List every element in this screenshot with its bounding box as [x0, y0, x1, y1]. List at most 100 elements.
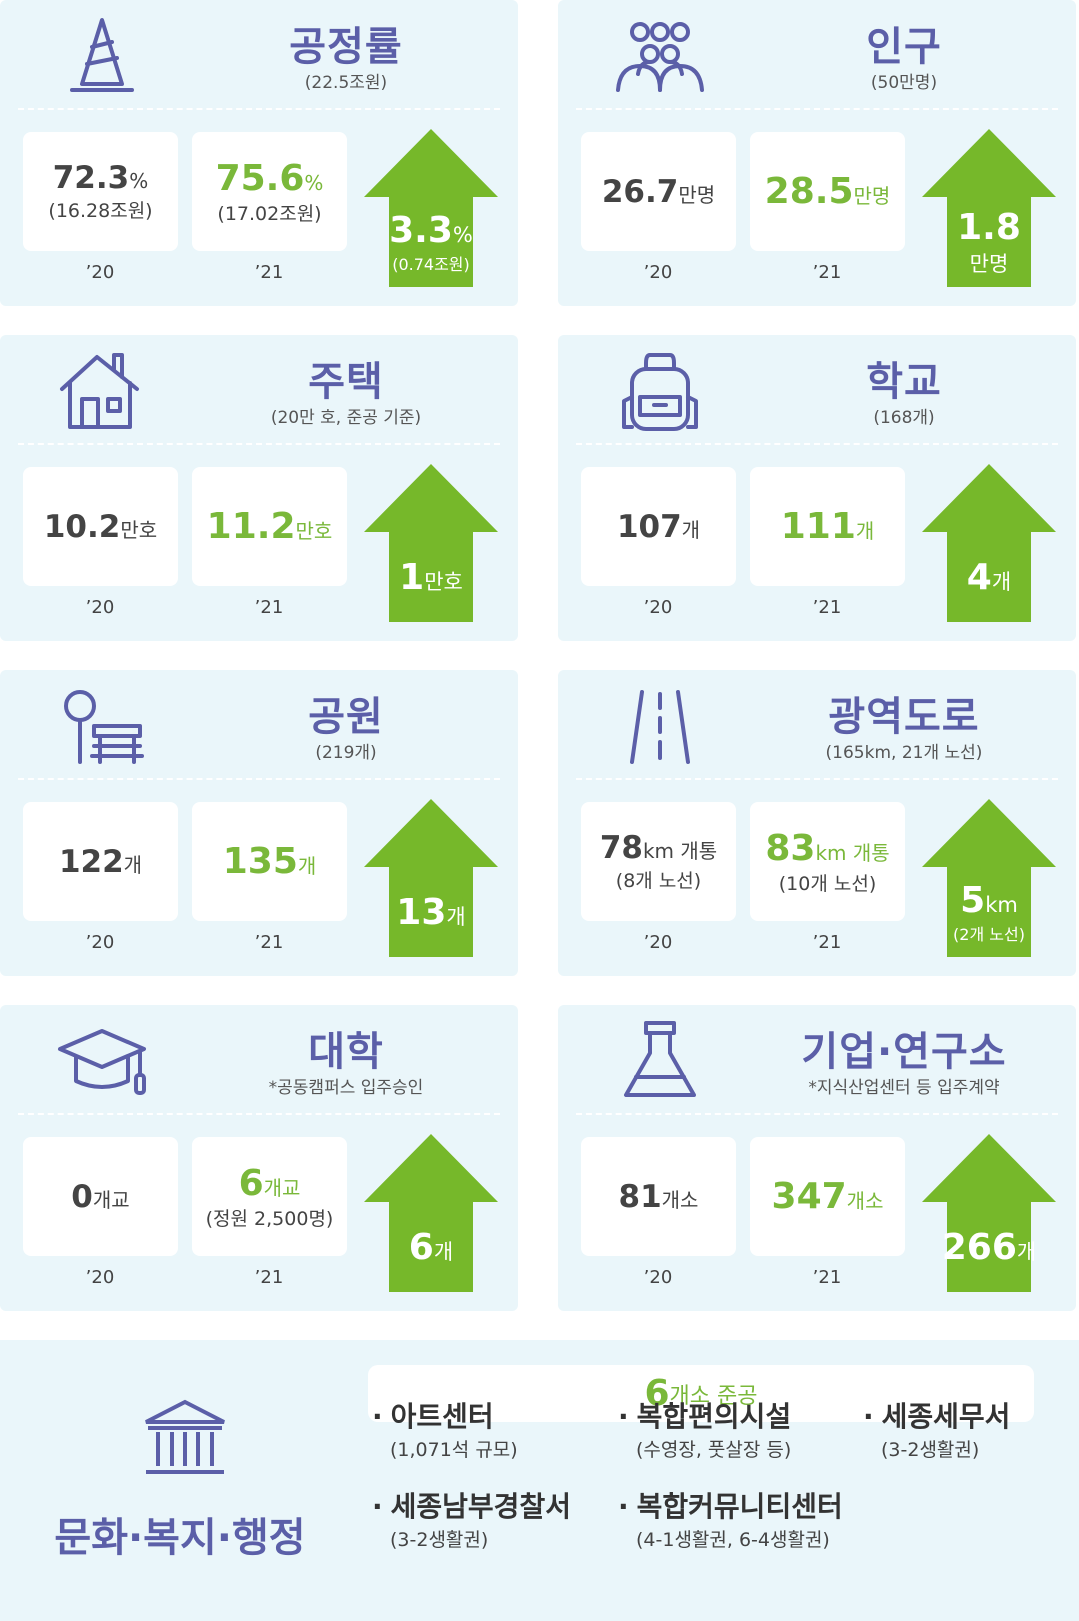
value: 347: [771, 1176, 847, 1217]
value-box: 10.2만호: [23, 467, 178, 586]
change-value: 1.8: [957, 206, 1021, 248]
card-icon: [630, 690, 690, 764]
divider: [576, 443, 1058, 445]
divider: [18, 108, 500, 110]
value-box: 26.7만명: [581, 132, 736, 251]
divider: [576, 108, 1058, 110]
value-line: 135개: [223, 841, 317, 882]
facility-note: (3-2생활권): [390, 1529, 489, 1551]
year-label: ’21: [812, 1267, 842, 1288]
value-box: 72.3% (16.28조원): [23, 132, 178, 251]
card-subtitle: (168개): [873, 408, 935, 428]
change-unit: 만호: [424, 569, 463, 594]
unit: %: [129, 169, 149, 193]
card-subtitle: *지식산업센터 등 입주계약: [808, 1078, 1000, 1098]
card: 인구 (50만명) 26.7만명 ’20 28.5만명 ’21 1.8 만명: [558, 0, 1076, 306]
unit: %: [304, 170, 324, 195]
value-line: 6개교: [239, 1163, 301, 1204]
value-line: 111개: [781, 506, 875, 547]
card-title: 주택: [308, 359, 384, 405]
value: 75.6: [215, 157, 305, 199]
value-box: 6개교 (정원 2,500명): [192, 1137, 347, 1256]
change-note: (0.74조원): [392, 254, 470, 274]
value-line: 26.7만명: [602, 174, 715, 210]
change-text: 5km (2개 노선): [922, 867, 1056, 957]
change-unit: km: [985, 892, 1018, 917]
note: (10개 노선): [778, 872, 877, 895]
divider: [576, 1113, 1058, 1115]
value-line: 72.3%: [53, 160, 149, 196]
card-subtitle: *공동캠퍼스 입주승인: [268, 1078, 424, 1098]
unit: 만호: [295, 519, 333, 543]
value-box: 83km 개통 (10개 노선): [750, 802, 905, 921]
year-label: ’20: [85, 932, 115, 953]
unit: 만호: [120, 517, 158, 542]
divider: [18, 443, 500, 445]
value-line: 122개: [59, 844, 142, 880]
value-line: 11.2만호: [207, 506, 333, 547]
facility: 아트센터 (1,071석 규모): [372, 1395, 518, 1462]
unit: 개: [855, 519, 875, 543]
building-icon: [145, 1399, 225, 1474]
change-value: 3.3: [389, 209, 453, 251]
up-arrow: [364, 464, 498, 622]
change-value: 1: [399, 556, 425, 598]
change-text: 13개: [364, 867, 498, 957]
card-title: 공정률: [289, 24, 403, 70]
facility-note: (3-2생활권): [881, 1439, 980, 1461]
value-line: 75.6%: [216, 158, 324, 199]
change-unit: 개: [433, 1239, 454, 1264]
unit: km 개통: [642, 839, 718, 863]
value-box: 347개소: [750, 1137, 905, 1256]
facility-note: (수영장, 풋살장 등): [636, 1439, 792, 1461]
value: 10.2: [43, 508, 121, 545]
value: 135: [222, 841, 298, 882]
unit: 개교: [263, 1175, 301, 1200]
value-box: 111개: [750, 467, 905, 586]
value-line: 28.5만명: [765, 171, 891, 212]
value: 26.7: [601, 173, 679, 210]
change-text: 266개: [922, 1202, 1056, 1292]
change-note: (2개 노선): [953, 924, 1025, 944]
card-title: 학교: [866, 359, 942, 405]
change-unit: 개: [1016, 1239, 1037, 1264]
card-title: 공원: [308, 694, 384, 740]
change-value: 4: [966, 556, 992, 598]
value: 83: [765, 827, 816, 869]
unit: 개소: [661, 1187, 699, 1212]
value: 78: [599, 830, 643, 866]
note: (16.28조원): [48, 200, 153, 222]
note: (17.02조원): [217, 202, 322, 225]
note: (8개 노선): [615, 870, 702, 892]
change-line: 13개: [396, 892, 465, 933]
card-title: 기업·연구소: [801, 1029, 1007, 1075]
card-subtitle: (50만명): [870, 73, 938, 93]
up-arrow: [922, 799, 1056, 957]
card-subtitle: (165km, 21개 노선): [825, 743, 983, 763]
card-subtitle: (20만 호, 준공 기준): [270, 408, 422, 428]
value-line: 107개: [617, 509, 700, 545]
up-arrow: [922, 1134, 1056, 1292]
change-text: 1.8 만명: [922, 197, 1056, 287]
year-label: ’21: [254, 262, 284, 283]
year-label: ’21: [812, 262, 842, 283]
year-label: ’21: [254, 932, 284, 953]
year-label: ’20: [85, 262, 115, 283]
change-text: 6개: [364, 1202, 498, 1292]
facility-name: 세종남부경찰서: [372, 1485, 571, 1525]
value-line: 0개교: [71, 1179, 129, 1215]
year-label: ’20: [85, 597, 115, 618]
year-label: ’21: [812, 597, 842, 618]
facility: 복합커뮤니티센터 (4-1생활권, 6-4생활권): [618, 1485, 843, 1552]
facility-note: (4-1생활권, 6-4생활권): [636, 1529, 830, 1551]
facility-note: (1,071석 규모): [390, 1439, 518, 1461]
facility-name: 복합커뮤니티센터: [618, 1485, 843, 1525]
change-line: 1.8: [957, 207, 1021, 248]
value-box: 28.5만명: [750, 132, 905, 251]
value-box: 75.6% (17.02조원): [192, 132, 347, 251]
value-box: 78km 개통 (8개 노선): [581, 802, 736, 921]
up-arrow: [922, 129, 1056, 287]
value: 0: [71, 1178, 93, 1215]
unit: km 개통: [815, 840, 890, 865]
